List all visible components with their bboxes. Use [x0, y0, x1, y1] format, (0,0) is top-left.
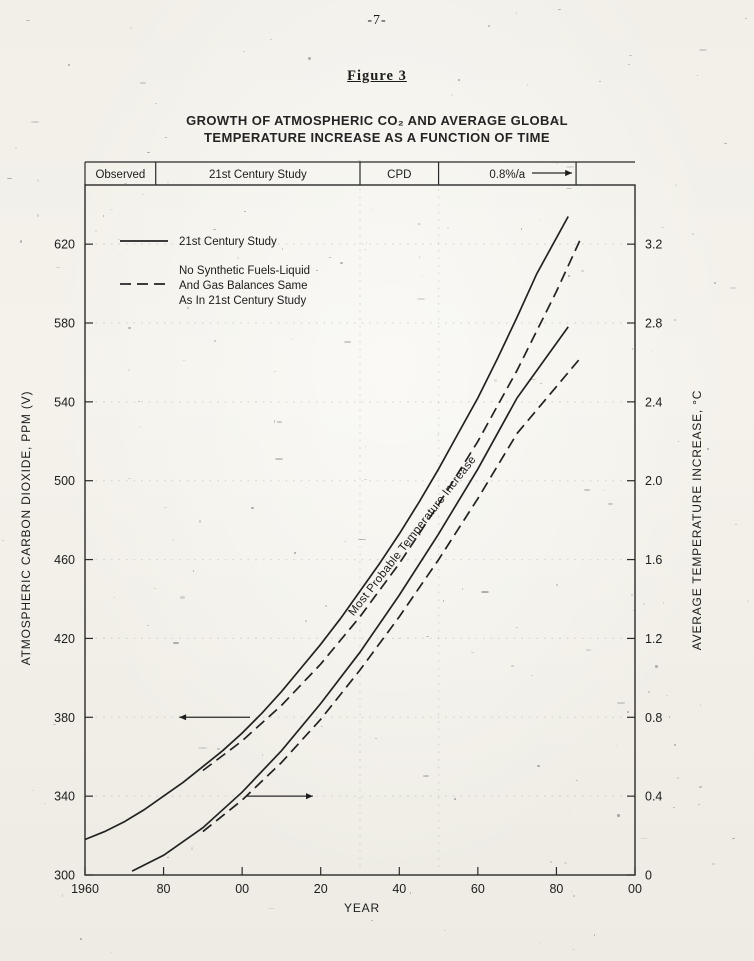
page-number: -7-: [367, 13, 387, 28]
x-tick-label: 1960: [71, 882, 99, 896]
data-series: [84, 216, 581, 872]
y-right-tick-label: 2.4: [645, 395, 662, 409]
y-axis-label-right: AVERAGE TEMPERATURE INCREASE, °C: [690, 390, 704, 650]
x-axis-label: YEAR: [344, 901, 380, 915]
series-co2-no-synthetic-fuels: [202, 239, 581, 772]
x-tick-label: 00: [235, 882, 249, 896]
legend-label-dashed-line3: As In 21st Century Study: [179, 295, 306, 307]
band-label: 0.8%/a: [489, 169, 525, 181]
legend-label-dashed-line2: And Gas Balances Same: [179, 280, 308, 292]
y-right-tick-label: 1.6: [645, 553, 662, 567]
axis-pointer-arrows: [179, 714, 313, 800]
x-tick-label: 40: [392, 882, 406, 896]
y-right-tick-label: 2.0: [645, 474, 662, 488]
ghost-gridlines: [88, 189, 632, 876]
series-co2-21st-century-study: [84, 216, 569, 841]
y-left-tick-label: 540: [54, 395, 75, 409]
x-tick-label: 80: [157, 882, 171, 896]
temp-axis-arrow-head: [306, 793, 313, 800]
co2-axis-arrow-head: [179, 714, 187, 721]
y-left-tick-label: 580: [54, 317, 75, 331]
legend-label-dashed-line1: No Synthetic Fuels-Liquid: [179, 265, 310, 277]
axes: 1960 80 00 20 40 60 80 00 300 340 380 420 460 500 540 5…: [54, 184, 662, 896]
y-left-tick-label: 420: [54, 632, 75, 646]
band-label: CPD: [387, 169, 411, 181]
x-tick-label: 80: [549, 882, 563, 896]
y-left-tick-label: 300: [54, 869, 75, 883]
y-left-tick-label: 340: [54, 790, 75, 804]
scenario-bands: Observed 21st Century Study CPD 0.8%/a: [84, 161, 635, 185]
band-label: 21st Century Study: [209, 169, 307, 181]
y-right-tick-label: 3.2: [645, 238, 662, 252]
y-left-tick-label: 460: [54, 553, 75, 567]
x-tick-label: 00: [628, 882, 642, 896]
y-left-tick-label: 620: [54, 238, 75, 252]
legend: 21st Century Study No Synthetic Fuels-Li…: [120, 236, 310, 307]
band-extent-arrow-head: [565, 169, 572, 177]
y-left-tick-label: 380: [54, 711, 75, 725]
legend-label-solid: 21st Century Study: [179, 236, 277, 248]
y-right-tick-label: 0: [645, 869, 652, 883]
x-tick-label: 60: [471, 882, 485, 896]
series-temp-no-synthetic-fuels: [202, 357, 581, 833]
y-axis-label-left: ATMOSPHERIC CARBON DIOXIDE, PPM (V): [19, 391, 33, 665]
band-label: Observed: [95, 169, 145, 181]
curve-annotation: Most Probable Temperature Increase: [347, 454, 479, 618]
x-tick-label: 20: [314, 882, 328, 896]
chart-title: GROWTH OF ATMOSPHERIC CO₂ AND AVERAGE GL…: [0, 112, 754, 146]
y-right-tick-label: 0.4: [645, 790, 662, 804]
y-right-tick-label: 1.2: [645, 632, 662, 646]
chart-title-line1: GROWTH OF ATMOSPHERIC CO₂ AND AVERAGE GL…: [186, 113, 568, 128]
series-temp-21st-century-study: [131, 326, 569, 872]
chart-title-line2: TEMPERATURE INCREASE AS A FUNCTION OF TI…: [204, 130, 550, 146]
y-right-tick-label: 2.8: [645, 317, 662, 331]
y-right-tick-label: 0.8: [645, 711, 662, 725]
y-left-tick-label: 500: [54, 474, 75, 488]
figure-label: Figure 3: [347, 68, 407, 84]
